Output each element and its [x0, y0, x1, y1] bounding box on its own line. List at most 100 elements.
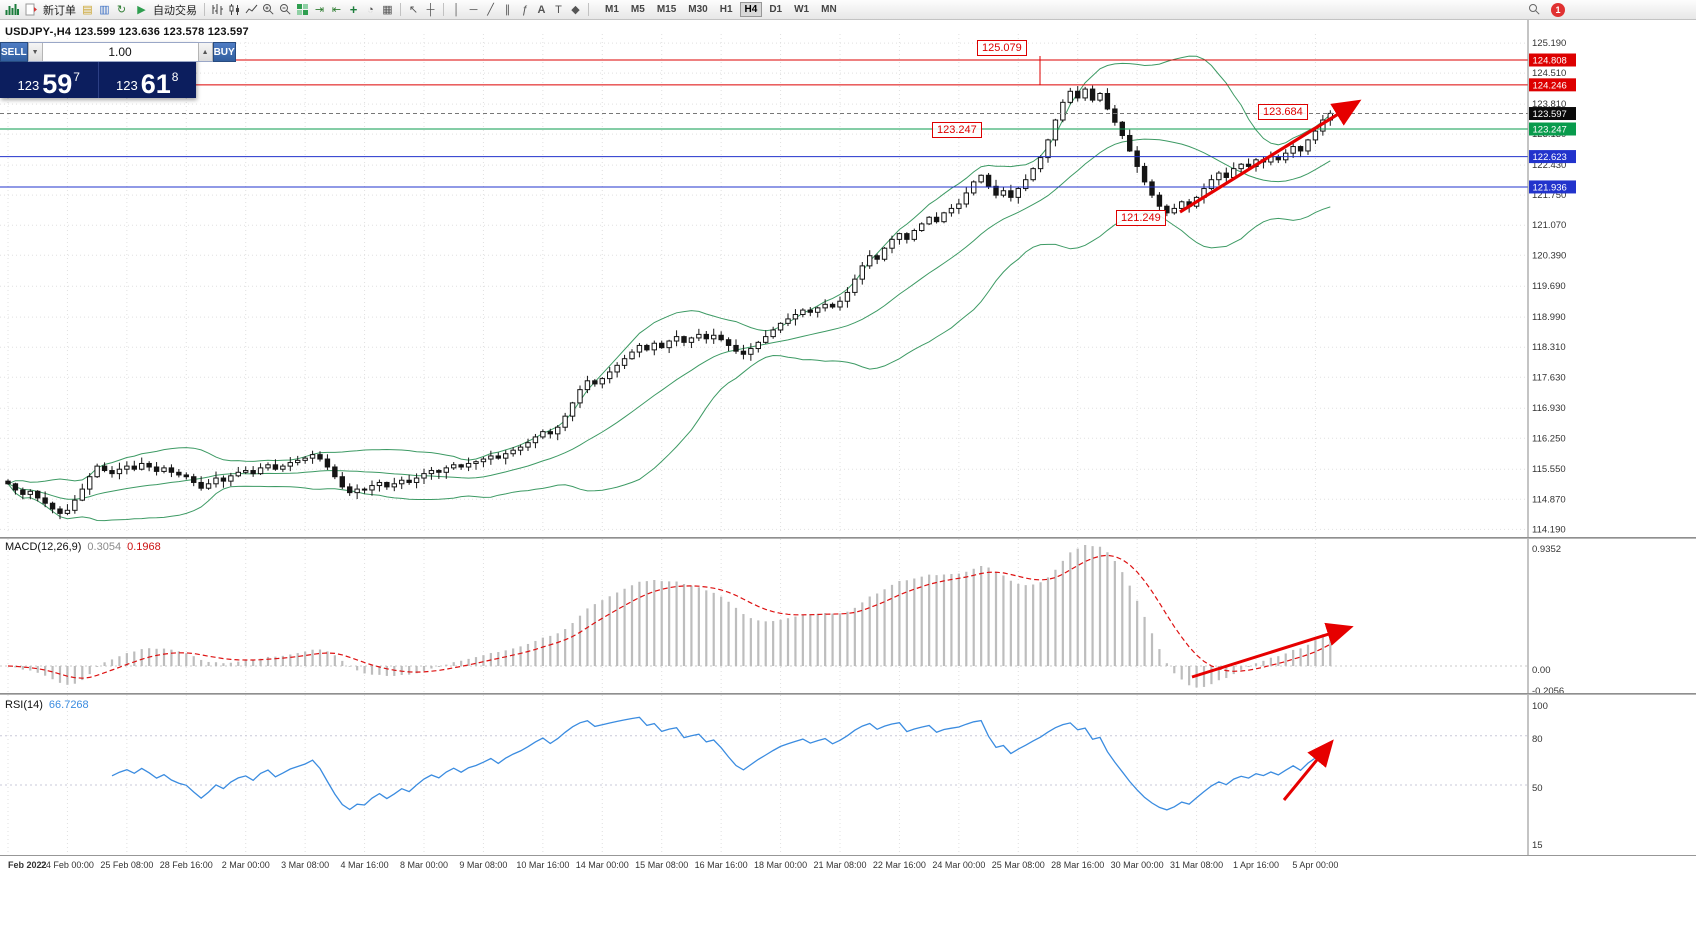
- svg-text:114.870: 114.870: [1532, 494, 1566, 505]
- macd-panel-divider[interactable]: [0, 537, 1696, 539]
- price-annotation[interactable]: 121.249: [1116, 210, 1166, 226]
- svg-text:121.070: 121.070: [1532, 220, 1566, 231]
- timeframe-m5[interactable]: M5: [626, 2, 650, 17]
- line-chart-icon[interactable]: [243, 2, 260, 18]
- time-label: 24 Mar 00:00: [932, 860, 986, 870]
- time-label: 4 Mar 16:00: [340, 860, 389, 870]
- time-label: 24 Feb 00:00: [40, 860, 94, 870]
- bar-chart-icon[interactable]: [209, 2, 226, 18]
- zoom-in-icon[interactable]: [260, 2, 277, 18]
- svg-text:122.623: 122.623: [1533, 152, 1567, 163]
- refresh-icon[interactable]: ↻: [116, 4, 127, 16]
- autotrading-label: 自动交易: [153, 4, 197, 17]
- time-label: 25 Feb 08:00: [100, 860, 154, 870]
- svg-text:115.550: 115.550: [1532, 464, 1566, 475]
- volume-input[interactable]: [42, 43, 198, 61]
- time-label: 28 Mar 16:00: [1051, 860, 1105, 870]
- svg-text:120.390: 120.390: [1532, 250, 1566, 261]
- macd-signal-value: 0.1968: [127, 541, 161, 553]
- main-price-chart[interactable]: 125.190124.510123.810123.130122.430121.7…: [0, 20, 1696, 537]
- quote-header: USDJPY-,H4 123.599 123.636 123.578 123.5…: [5, 26, 249, 38]
- svg-text:114.190: 114.190: [1532, 524, 1566, 535]
- cursor-icon[interactable]: ↖: [408, 4, 419, 16]
- timeframe-m1[interactable]: M1: [600, 2, 624, 17]
- time-label: 14 Mar 00:00: [575, 860, 629, 870]
- text-icon[interactable]: A: [537, 3, 546, 16]
- macd-indicator-panel[interactable]: 0.9352 0.00 -0.2056: [0, 539, 1696, 693]
- horizontal-line-icon[interactable]: ─: [469, 3, 478, 16]
- time-axis[interactable]: Feb 2022 24 Feb 00:00 25 Feb 08:00 28 Feb 1…: [0, 856, 1696, 876]
- timeframe-h1[interactable]: H1: [715, 2, 738, 17]
- rsi-value: 66.7268: [48, 699, 89, 711]
- ask-pipette: 8: [171, 70, 179, 84]
- search-icon[interactable]: [1526, 2, 1543, 18]
- timeframe-mn[interactable]: MN: [816, 2, 842, 17]
- sell-button[interactable]: SELL: [0, 42, 28, 62]
- ask-price[interactable]: 123 61 8: [99, 62, 197, 98]
- time-label: 9 Mar 08:00: [459, 860, 508, 870]
- price-annotation[interactable]: 125.079: [977, 40, 1027, 56]
- timeframe-m30[interactable]: M30: [683, 2, 712, 17]
- svg-text:119.690: 119.690: [1532, 281, 1566, 292]
- bid-big-figure: 123: [17, 78, 40, 93]
- chart-shift-icon[interactable]: ⇤: [331, 4, 342, 16]
- svg-text:121.936: 121.936: [1533, 182, 1567, 193]
- rsi-panel-divider[interactable]: [0, 693, 1696, 695]
- periods-icon[interactable]: ◔: [367, 3, 374, 16]
- timeframe-group: M1 M5 M15 M30 H1 H4 D1 W1 MN: [599, 2, 843, 17]
- notification-badge[interactable]: 1: [1551, 2, 1565, 17]
- rsi-indicator-panel[interactable]: 100 80 50 15: [0, 695, 1696, 855]
- time-label: 3 Mar 08:00: [281, 860, 330, 870]
- time-label: 21 Mar 08:00: [813, 860, 867, 870]
- new-order-label: 新订单: [43, 4, 76, 17]
- buy-button[interactable]: BUY: [212, 42, 236, 62]
- timeframe-w1[interactable]: W1: [789, 2, 814, 17]
- shapes-icon[interactable]: ◆: [571, 4, 580, 16]
- svg-text:118.990: 118.990: [1532, 312, 1566, 323]
- toolbar-separator: [443, 3, 444, 16]
- chart-window-icon: [3, 2, 20, 18]
- time-label: 25 Mar 08:00: [991, 860, 1045, 870]
- crosshair-icon[interactable]: ┼: [426, 3, 435, 16]
- templates-icon[interactable]: ▦: [382, 4, 393, 16]
- auto-scroll-icon[interactable]: ⇥: [314, 4, 325, 16]
- volume-decrease-button[interactable]: ▼: [27, 43, 43, 61]
- time-label: 22 Mar 16:00: [872, 860, 926, 870]
- label-icon[interactable]: T: [555, 3, 562, 16]
- new-order-icon: [23, 2, 40, 18]
- autotrading-button[interactable]: ▶ 自动交易: [130, 1, 200, 19]
- volume-increase-button[interactable]: ▲: [197, 43, 213, 61]
- toolbar-right-group: 1: [1526, 2, 1565, 18]
- svg-text:122.430: 122.430: [1532, 160, 1566, 171]
- rsi-header: RSI(14) 66.7268: [5, 699, 89, 711]
- candlestick-icon[interactable]: [226, 2, 243, 18]
- time-label: 15 Mar 08:00: [635, 860, 689, 870]
- channel-icon[interactable]: ∥: [504, 4, 511, 16]
- price-annotation[interactable]: 123.247: [932, 122, 982, 138]
- tile-windows-icon[interactable]: [294, 2, 311, 18]
- bid-pips: 59: [42, 69, 73, 99]
- svg-text:0.9352: 0.9352: [1532, 544, 1561, 555]
- zoom-out-icon[interactable]: [277, 2, 294, 18]
- trendline-icon[interactable]: ╱: [487, 4, 494, 16]
- svg-text:50: 50: [1532, 783, 1543, 794]
- time-axis-divider: [0, 855, 1696, 856]
- market-watch-icon[interactable]: ▥: [99, 4, 110, 16]
- time-label: 5 Apr 00:00: [1292, 860, 1339, 870]
- vertical-line-icon[interactable]: │: [453, 3, 460, 16]
- timeframe-m15[interactable]: M15: [652, 2, 681, 17]
- new-order-button[interactable]: 新订单: [20, 1, 79, 19]
- svg-text:121.750: 121.750: [1532, 190, 1566, 201]
- price-annotation[interactable]: 123.684: [1258, 104, 1308, 120]
- layouts-icon[interactable]: ▤: [82, 4, 93, 16]
- fibonacci-icon[interactable]: ƒ: [521, 3, 528, 16]
- bid-price[interactable]: 123 59 7: [0, 62, 99, 98]
- macd-main-value: 0.3054: [87, 541, 122, 553]
- add-indicator-icon[interactable]: +: [349, 2, 358, 17]
- timeframe-d1[interactable]: D1: [764, 2, 787, 17]
- time-label: 30 Mar 00:00: [1110, 860, 1164, 870]
- timeframe-h4[interactable]: H4: [739, 2, 763, 17]
- svg-text:116.930: 116.930: [1532, 403, 1566, 414]
- macd-title: MACD(12,26,9): [5, 541, 82, 553]
